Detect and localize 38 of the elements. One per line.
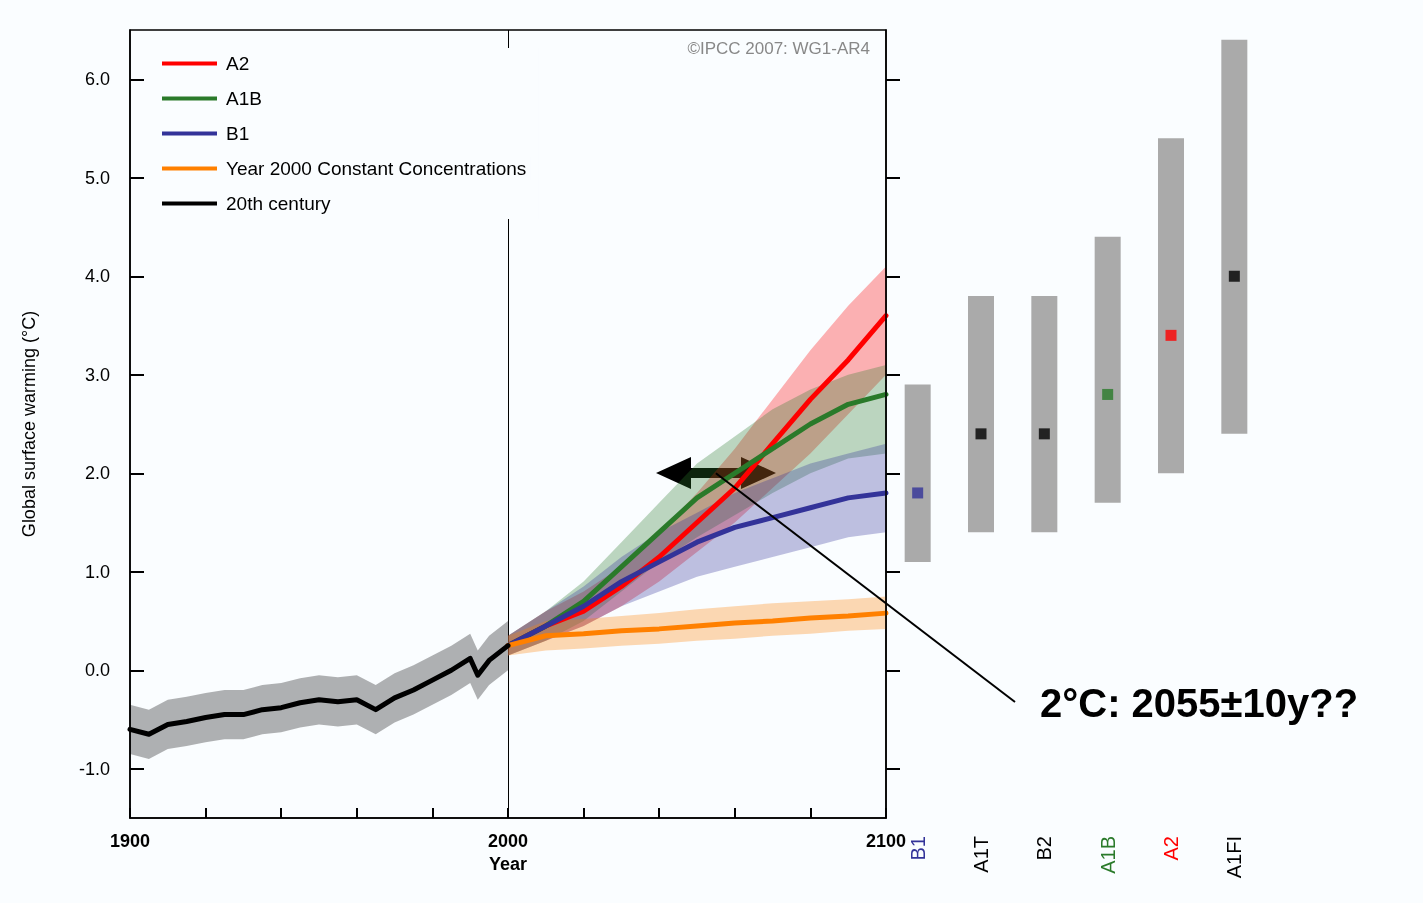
y-tick-label: 1.0: [84, 561, 110, 582]
annotation: ©IPCC 2007: WG1-AR4: [687, 39, 871, 58]
legend-label: 20th century: [226, 193, 332, 214]
y-tick-label: 3.0: [84, 364, 110, 385]
y-tick-label: 6.0: [84, 69, 110, 90]
y-tick-label: 0.0: [84, 660, 110, 681]
x-tick-label: 2100: [865, 831, 907, 851]
point: [1228, 270, 1240, 282]
x-tick-label: B1: [906, 836, 929, 861]
bar: [1158, 138, 1184, 474]
bar: [1031, 295, 1058, 533]
y-tick-label: 2.0: [84, 463, 110, 484]
legend-label: B1: [226, 123, 250, 144]
point: [1165, 329, 1177, 341]
x-axis-title: Year: [488, 853, 528, 874]
y-axis-title: Global surface warming (°C): [19, 310, 39, 538]
point: [975, 428, 987, 440]
bar: [1221, 39, 1248, 434]
x-tick-label: B2: [1033, 836, 1056, 861]
bar: [904, 384, 931, 562]
bar: [968, 295, 994, 533]
y-tick-label: 5.0: [84, 167, 110, 188]
legend-label: A2: [226, 53, 250, 74]
x-tick-label: 2000: [487, 831, 529, 851]
legend-label: Year 2000 Constant Concentrations: [226, 158, 527, 179]
legend-label: A1B: [226, 88, 262, 109]
y-tick-label: -1.0: [78, 758, 110, 779]
x-tick-label: 1900: [109, 831, 151, 851]
annotation: 2°C: 2055±10y??: [1040, 681, 1359, 725]
x-tick-label: A2: [1160, 836, 1182, 861]
x-tick-label: A1T: [970, 836, 992, 873]
bar: [1094, 236, 1121, 503]
x-tick-label: A1FI: [1223, 836, 1246, 879]
point: [912, 487, 924, 499]
point: [1038, 428, 1050, 440]
x-tick-label: A1B: [1096, 836, 1119, 874]
y-tick-label: 4.0: [84, 266, 110, 287]
point: [1102, 388, 1114, 400]
